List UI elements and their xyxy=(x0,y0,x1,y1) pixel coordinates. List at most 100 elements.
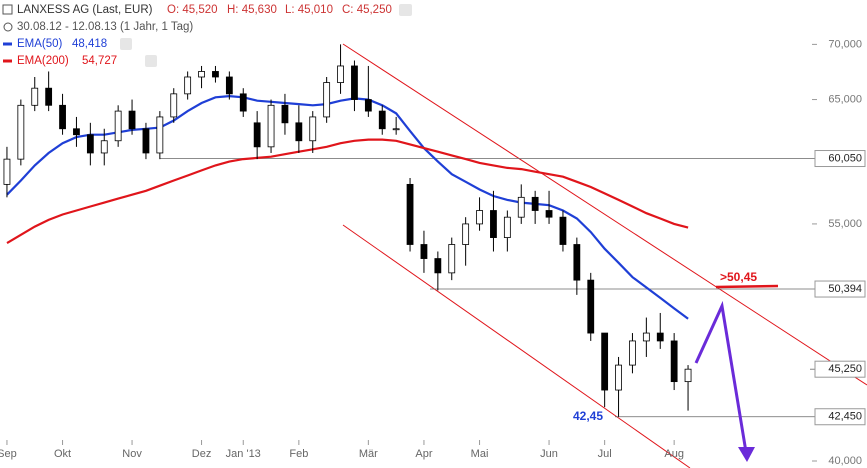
candle-body xyxy=(587,279,595,334)
candle-body xyxy=(503,216,511,238)
candle-body xyxy=(420,244,428,259)
candle-body xyxy=(59,104,66,130)
candle-body xyxy=(184,76,192,95)
y-tick-label: 70,000 xyxy=(828,38,862,50)
candle-body xyxy=(281,104,289,124)
candle-body xyxy=(239,93,247,112)
x-tick-label: Nov xyxy=(122,448,142,460)
legend-value: 48,418 xyxy=(72,38,107,50)
ohlc-open: O: 45,520 xyxy=(167,4,218,16)
candle-body xyxy=(253,122,261,148)
candle-body xyxy=(406,183,414,245)
candle-body xyxy=(142,128,150,154)
legend-button[interactable] xyxy=(145,55,157,67)
legend-label: EMA(200) xyxy=(17,55,69,67)
candle-body xyxy=(629,340,636,366)
level-label: 50,394 xyxy=(828,283,862,295)
level-label: 45,250 xyxy=(828,363,862,375)
level-box xyxy=(814,280,866,298)
candle-body xyxy=(392,128,400,131)
candle-body xyxy=(156,116,164,154)
candle-body xyxy=(225,76,233,95)
plot-area: 40,000 55,000 65,000 70,000 60,050 50,394 45,2… xyxy=(0,38,866,467)
candle-body xyxy=(462,223,470,245)
ohlc-close: C: 45,250 xyxy=(342,4,392,16)
legend-label: EMA(50) xyxy=(17,38,63,50)
clock-icon xyxy=(3,22,13,32)
x-tick-label: Dez xyxy=(192,448,212,460)
candle-body xyxy=(100,140,108,154)
title: LANXESS AG (Last, EUR) xyxy=(17,4,153,16)
candle-body xyxy=(31,87,39,106)
ema-line xyxy=(6,94,689,320)
candle-body xyxy=(114,110,122,142)
candle-body xyxy=(601,332,609,391)
candle-body xyxy=(490,210,497,238)
y-tick-label: 65,000 xyxy=(828,93,862,105)
x-tick-label: Aug xyxy=(664,448,684,460)
legend-value: 54,727 xyxy=(82,55,117,67)
x-tick-label: Mai xyxy=(471,448,489,460)
candle-body xyxy=(73,128,80,136)
channel-upper xyxy=(342,43,867,386)
legend-button[interactable] xyxy=(120,38,132,50)
candle-body xyxy=(559,216,567,245)
annotation: 42,45 xyxy=(573,409,603,423)
candle-body xyxy=(267,104,275,148)
level-label: 60,050 xyxy=(828,152,862,164)
x-tick-label: Okt xyxy=(54,448,71,460)
candle-body xyxy=(170,93,178,118)
x-tick-label: Jan '13 xyxy=(226,448,261,460)
candle-body xyxy=(573,244,581,281)
icon xyxy=(2,4,13,15)
x-tick-label: Jul xyxy=(598,448,612,460)
candle-body xyxy=(45,87,53,106)
level-box xyxy=(814,360,866,378)
candle-body xyxy=(684,368,692,383)
candle-body xyxy=(656,332,664,342)
candle-body xyxy=(351,65,358,100)
target-line xyxy=(715,284,779,289)
candle-body xyxy=(517,196,525,218)
candle-body xyxy=(378,110,386,130)
ohlc-high: H: 45,630 xyxy=(227,4,277,16)
candle-body xyxy=(323,82,331,118)
candle-body xyxy=(476,210,483,225)
y-tick-label: 55,000 xyxy=(828,218,862,230)
candle-body xyxy=(309,116,317,142)
candle-body xyxy=(642,332,650,342)
candle-body xyxy=(198,71,205,78)
candle-body xyxy=(212,71,219,78)
candle-body xyxy=(364,99,372,112)
level-box xyxy=(814,150,866,168)
candle-body xyxy=(3,158,11,185)
x-tick-label: Sep xyxy=(0,448,17,460)
candle-body xyxy=(17,104,25,160)
candle-body xyxy=(128,110,136,130)
candle-body xyxy=(670,340,678,383)
candle-body xyxy=(615,364,622,391)
forecast-arrow xyxy=(694,300,748,453)
channel-lower xyxy=(342,224,691,468)
level-box xyxy=(814,408,866,426)
x-tick-label: Jun xyxy=(540,448,558,460)
candle-body xyxy=(531,196,539,211)
arrow-head xyxy=(738,447,755,462)
ema-line xyxy=(6,138,689,245)
annotation: >50,45 xyxy=(720,270,757,284)
y-tick-label: 40,000 xyxy=(828,455,862,467)
candle-body xyxy=(337,65,344,83)
x-tick-label: Feb xyxy=(289,448,308,460)
ohlc-low: L: 45,010 xyxy=(285,4,333,16)
settings-button[interactable] xyxy=(399,4,412,16)
candle-body xyxy=(295,122,303,142)
candle-body xyxy=(86,134,94,154)
x-tick-label: Apr xyxy=(415,448,432,460)
candle-body xyxy=(448,244,456,274)
candle-body xyxy=(434,258,442,274)
date-range: 30.08.12 - 12.08.13 (1 Jahr, 1 Tag) xyxy=(17,21,193,33)
candle-body xyxy=(545,210,553,218)
x-tick-label: Mär xyxy=(359,448,378,460)
